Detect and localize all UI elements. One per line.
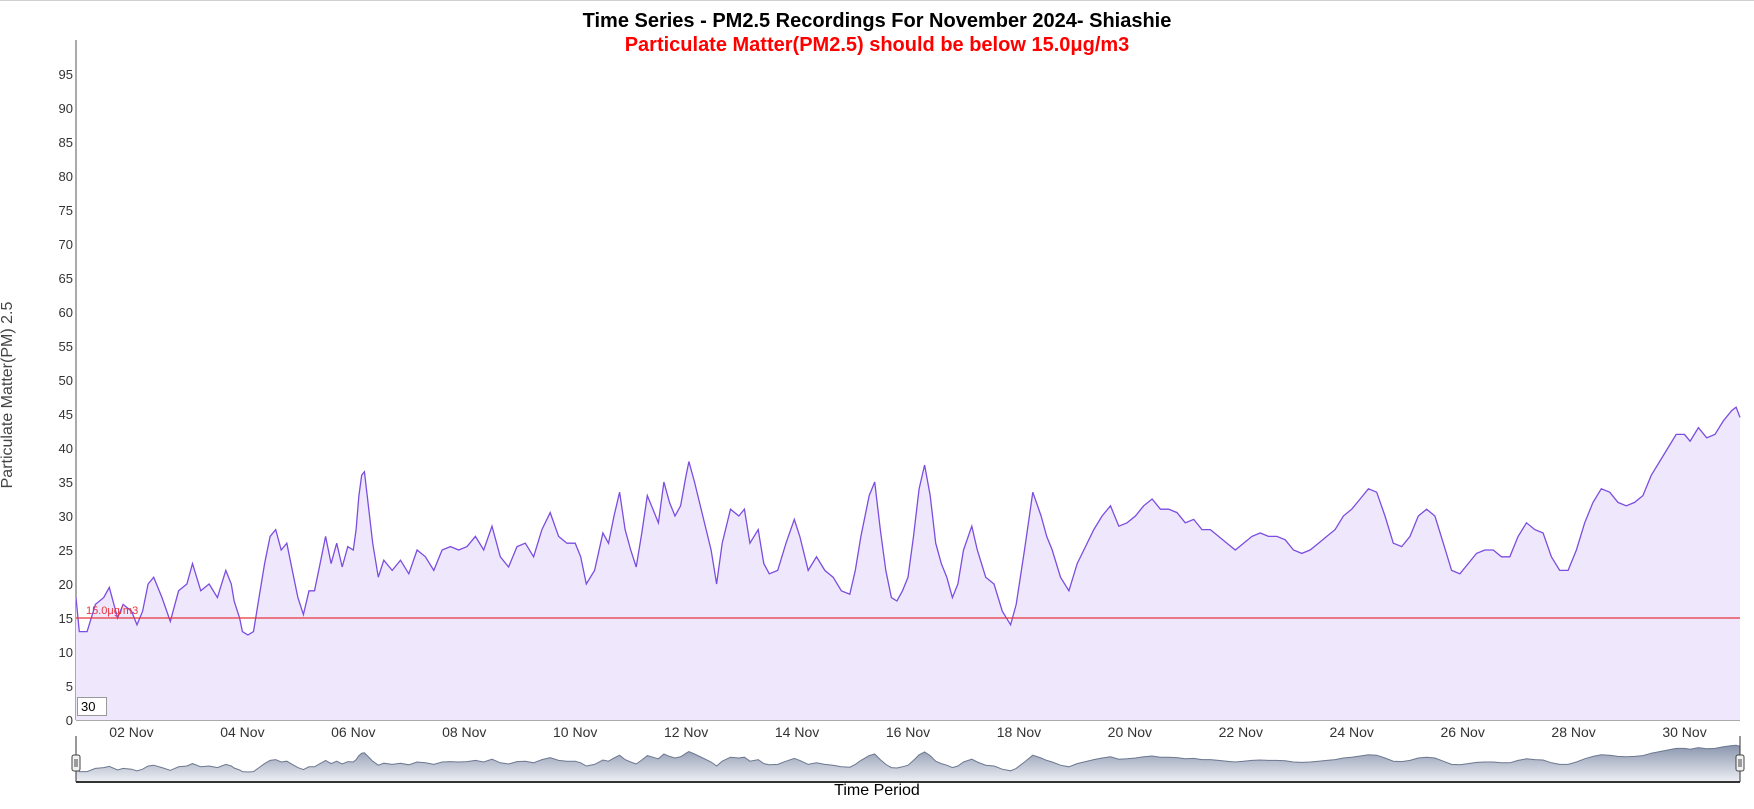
y-tick-label: 25 <box>59 543 73 558</box>
x-tick-label: 14 Nov <box>775 724 819 740</box>
y-tick-label: 45 <box>59 407 73 422</box>
x-axis-label: Time Period <box>834 782 920 799</box>
series-area <box>76 407 1740 720</box>
plot-area: 0 5 10 15 20 25 30 35 40 45 50 55 60 65 70 75 80 85 90 95 15… <box>59 40 1741 740</box>
x-tick-label: 18 Nov <box>997 724 1041 740</box>
y-tick-label: 40 <box>59 441 73 456</box>
x-tick-label: 06 Nov <box>331 724 375 740</box>
chart-subtitle: Particulate Matter(PM2.5) should be belo… <box>624 34 1130 56</box>
x-tick-label: 20 Nov <box>1108 724 1152 740</box>
y-tick-label: 75 <box>59 203 73 218</box>
y-tick-label: 35 <box>59 475 73 490</box>
x-tick-label: 26 Nov <box>1440 724 1484 740</box>
y-tick-label: 10 <box>59 645 73 660</box>
x-tick-label: 02 Nov <box>109 724 153 740</box>
navigator[interactable] <box>71 736 1745 783</box>
x-tick-label: 16 Nov <box>886 724 930 740</box>
x-tick-label: 08 Nov <box>442 724 486 740</box>
y-tick-label: 60 <box>59 305 73 320</box>
y-tick-label: 80 <box>59 169 73 184</box>
y-tick-label: 85 <box>59 135 73 150</box>
y-tick-label: 95 <box>59 67 73 82</box>
y-tick-label: 70 <box>59 237 73 252</box>
range-window-input[interactable]: 30 <box>77 697 107 716</box>
navigator-line <box>75 744 1741 773</box>
navigator-right-handle[interactable] <box>1735 754 1745 772</box>
x-tick-label: 04 Nov <box>220 724 264 740</box>
y-tick-label: 30 <box>59 509 73 524</box>
navigator-left-handle[interactable] <box>71 754 81 772</box>
y-tick-label: 20 <box>59 577 73 592</box>
top-border <box>0 0 1754 1</box>
navigator-area <box>76 745 1740 782</box>
y-tick-label: 5 <box>66 679 73 694</box>
x-tick-label: 28 Nov <box>1551 724 1595 740</box>
y-tick-label: 55 <box>59 339 73 354</box>
chart-title: Time Series - PM2.5 Recordings For Novem… <box>582 10 1172 32</box>
y-tick-label: 50 <box>59 373 73 388</box>
threshold-label: 15.0μg/m3 <box>86 605 138 617</box>
x-tick-label: 10 Nov <box>553 724 597 740</box>
y-tick-label: 65 <box>59 271 73 286</box>
x-tick-label: 12 Nov <box>664 724 708 740</box>
y-tick-label: 90 <box>59 101 73 116</box>
x-tick-label: 24 Nov <box>1330 724 1374 740</box>
y-tick-label: 0 <box>66 713 73 728</box>
x-tick-label: 30 Nov <box>1662 724 1706 740</box>
y-tick-label: 15 <box>59 611 73 626</box>
series-line <box>75 406 1741 636</box>
x-tick-label: 22 Nov <box>1219 724 1263 740</box>
